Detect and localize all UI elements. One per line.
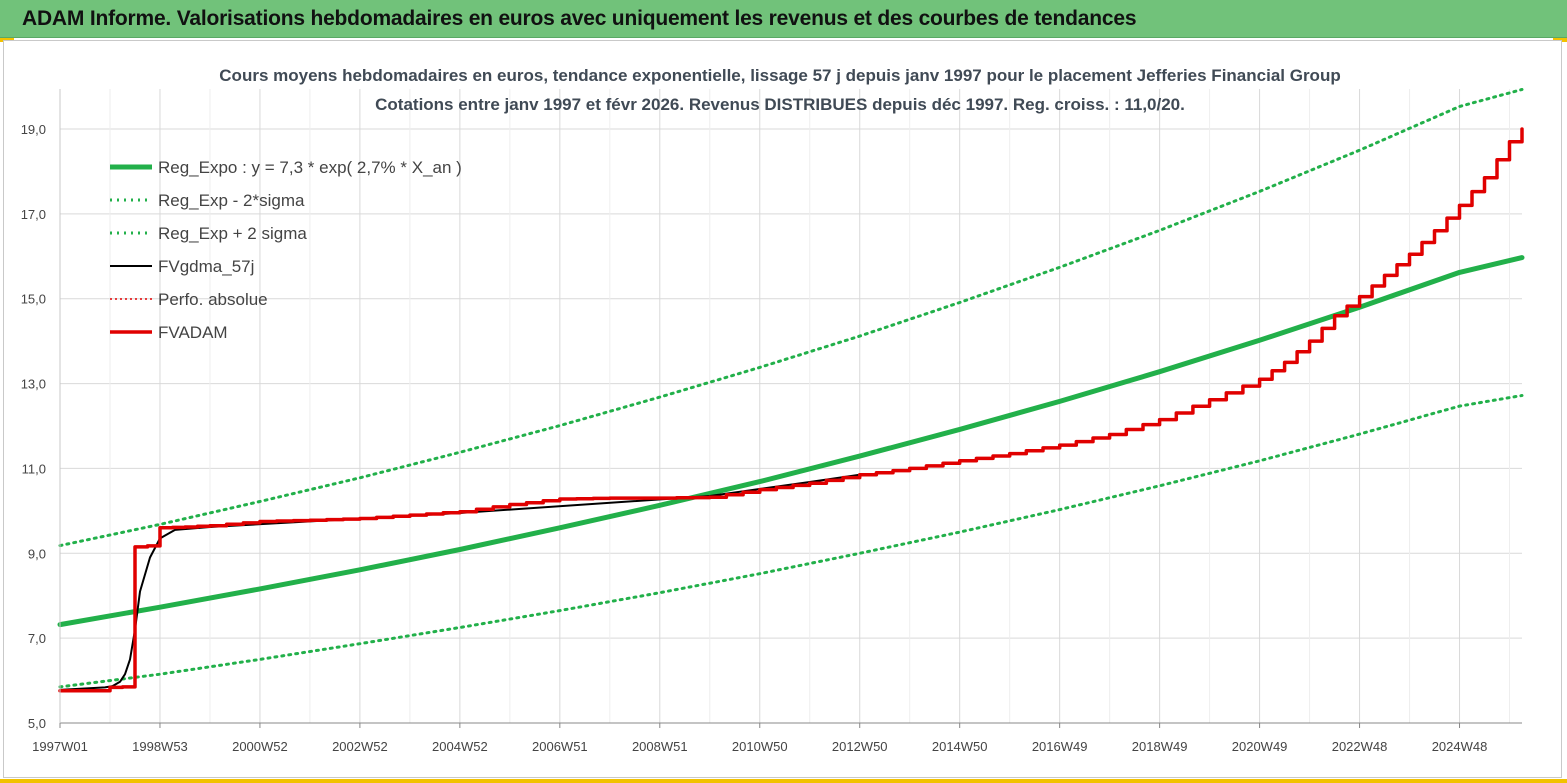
series-line <box>59 473 861 691</box>
y-tick-label: 15,0 <box>21 292 46 307</box>
x-tick-label: 2006W51 <box>532 739 588 754</box>
x-tick-label: 2000W52 <box>232 739 288 754</box>
y-tick-label: 11,0 <box>22 461 46 476</box>
x-tick-label: 2004W52 <box>432 739 488 754</box>
y-tick-label: 5,0 <box>28 716 46 731</box>
x-tick-label: 2008W51 <box>632 739 688 754</box>
report-banner: ADAM Informe. Valorisations hebdomadaire… <box>0 0 1567 38</box>
x-tick-label: 2018W49 <box>1132 739 1188 754</box>
x-tick-label: 2012W50 <box>832 739 888 754</box>
chart-frame <box>3 40 1562 778</box>
chart-title: Cours moyens hebdomadaires en euros, ten… <box>219 66 1340 85</box>
legend-label: Reg_Expo : y = 7,3 * exp( 2,7% * X_an ) <box>158 158 462 177</box>
x-tick-label: 2016W49 <box>1032 739 1088 754</box>
x-tick-label: 2010W50 <box>732 739 788 754</box>
legend-label: Reg_Exp - 2*sigma <box>158 191 305 210</box>
x-tick-label: 2022W48 <box>1332 739 1388 754</box>
y-tick-label: 7,0 <box>28 631 46 646</box>
legend-label: FVADAM <box>158 323 228 342</box>
x-tick-label: 2024W48 <box>1432 739 1488 754</box>
x-tick-label: 1998W53 <box>132 739 188 754</box>
series-line <box>58 394 1524 689</box>
bottom-strip <box>0 779 1567 783</box>
report-title: ADAM Informe. Valorisations hebdomadaire… <box>22 7 1137 30</box>
legend: Reg_Expo : y = 7,3 * exp( 2,7% * X_an ) R… <box>110 158 462 342</box>
y-tick-label: 17,0 <box>21 207 46 222</box>
legend-label: Perfo. absolue <box>158 290 268 309</box>
series-layer <box>57 88 1525 693</box>
series-line <box>58 127 1524 693</box>
legend-label: FVgdma_57j <box>158 257 254 276</box>
axes <box>59 89 1522 724</box>
y-tick-label: 9,0 <box>28 546 46 561</box>
series-line <box>57 255 1525 628</box>
y-tick-label: 13,0 <box>21 377 46 392</box>
grid <box>59 89 1522 728</box>
legend-label: Reg_Exp + 2 sigma <box>158 224 307 243</box>
y-tick-label: 19,0 <box>21 122 46 137</box>
x-tick-label: 2020W49 <box>1232 739 1288 754</box>
x-tick-label: 2002W52 <box>332 739 388 754</box>
chart-subtitle: Cotations entre janv 1997 et févr 2026. … <box>375 95 1185 114</box>
x-tick-label: 2014W50 <box>932 739 988 754</box>
x-tick-label: 1997W01 <box>32 739 88 754</box>
tick-labels: 5,0 7,0 9,0 11,0 13,0 15,0 17,0 19,0 1997W01 1998… <box>21 122 1488 754</box>
